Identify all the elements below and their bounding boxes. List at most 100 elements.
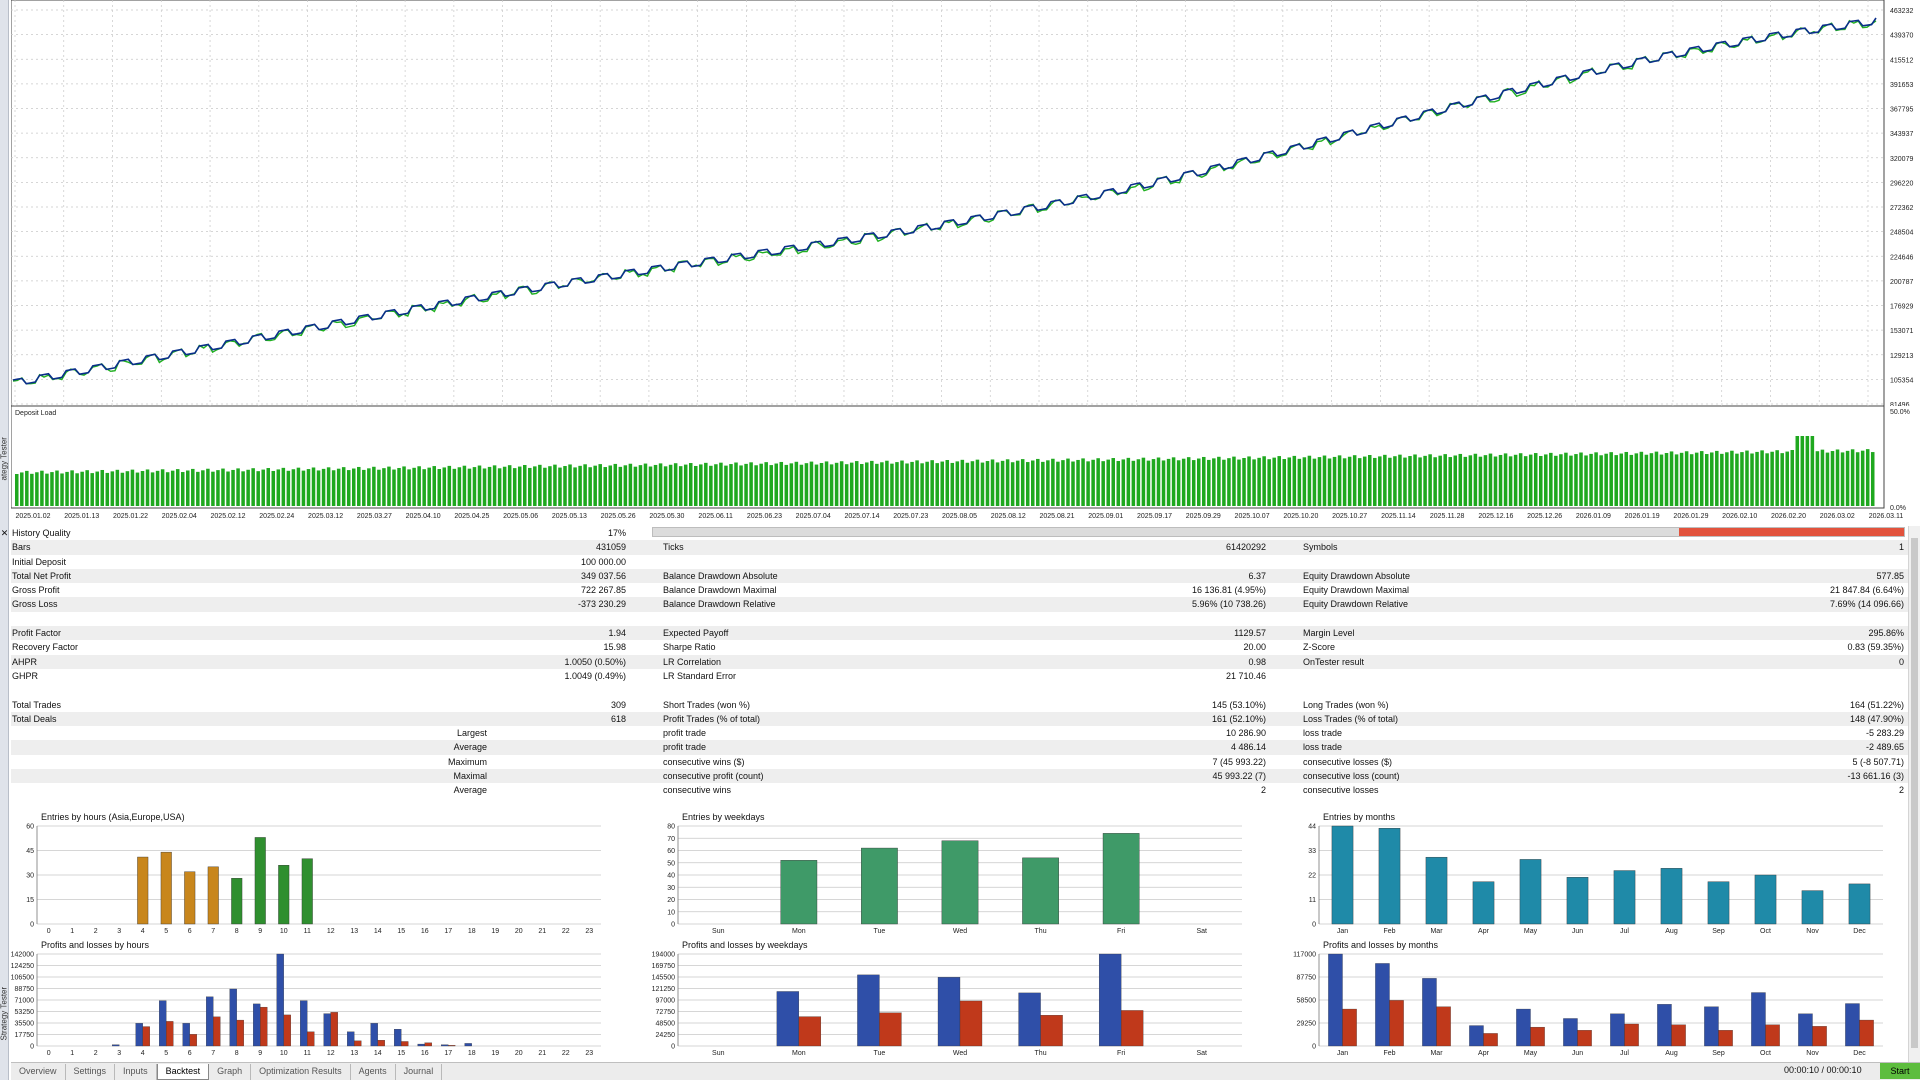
x-tick-label: 7 — [211, 928, 215, 935]
stat-label: Initial Deposit — [12, 556, 67, 567]
chart-title: Entries by hours (Asia,Europe,USA) — [41, 812, 185, 822]
deposit-load-bar — [372, 466, 376, 506]
x-tick-label: Dec — [1853, 1050, 1866, 1057]
x-date-label: 2025.05.13 — [552, 513, 587, 520]
stat-value: 164 (51.22%) — [1849, 699, 1904, 710]
stat-label: consecutive loss (count) — [1303, 771, 1400, 782]
stat-value: 21 847.84 (6.64%) — [1829, 585, 1904, 596]
y-tick-label: 15 — [26, 897, 34, 904]
x-tick-label: 12 — [327, 928, 335, 935]
deposit-load-bar — [1674, 454, 1679, 506]
tab-settings[interactable]: Settings — [66, 1063, 116, 1080]
deposit-load-bar — [1493, 456, 1498, 506]
x-tick-label: 4 — [141, 928, 145, 935]
profit-bar — [135, 1023, 143, 1047]
stat-value: 5 (-8 507.71) — [1852, 756, 1904, 767]
loss-bar — [354, 1040, 362, 1047]
deposit-load-bar — [814, 464, 819, 506]
deposit-load-bar — [1533, 453, 1538, 506]
close-icon[interactable]: ✕ — [0, 528, 9, 538]
loss-bar — [283, 1014, 291, 1047]
stat-row: Maximum consecutive wins ($) 7 (45 993.22)… — [11, 755, 1908, 769]
stat-value: 1129.57 — [1234, 628, 1266, 639]
y-tick-label: 145500 — [652, 975, 675, 982]
deposit-load-bar — [1805, 436, 1810, 506]
stat-value — [1125, 555, 1270, 569]
deposit-load-bar — [402, 466, 406, 506]
x-tick-label: 12 — [327, 1050, 335, 1057]
x-tick-label: 1 — [70, 1050, 74, 1057]
deposit-load-bar — [875, 463, 879, 506]
deposit-load-bar — [533, 466, 537, 506]
tab-journal[interactable]: Journal — [396, 1063, 443, 1080]
tab-overview[interactable]: Overview — [11, 1063, 66, 1080]
x-date-label: 2025.09.17 — [1137, 513, 1172, 520]
y-tick-label: 29250 — [1297, 1021, 1317, 1028]
y-tick-label: 296220 — [1890, 180, 1913, 187]
stat-value: 4 486.14 — [1230, 742, 1266, 753]
deposit-load-bar — [1800, 436, 1805, 506]
x-date-label: 2025.10.20 — [1283, 513, 1318, 520]
deposit-load-bar — [135, 472, 140, 506]
stat-label: Sharpe Ratio — [663, 642, 716, 653]
profit-bar — [1422, 978, 1437, 1047]
deposit-load-bar — [598, 464, 602, 506]
deposit-load-bar — [216, 470, 220, 506]
deposit-load-y-top: 50.0% — [1890, 409, 1910, 416]
profit-bar — [464, 1043, 472, 1047]
deposit-load-bar — [1111, 458, 1116, 506]
entry-bar — [1472, 881, 1495, 925]
deposit-load-bar — [1760, 450, 1764, 506]
deposit-load-bar — [1428, 454, 1432, 506]
deposit-load-bar — [799, 464, 804, 506]
tab-inputs[interactable]: Inputs — [115, 1063, 157, 1080]
profit-bar — [370, 1023, 378, 1047]
x-tick-label: Apr — [1478, 928, 1490, 935]
deposit-load-bar — [1523, 456, 1528, 506]
deposit-load-bar — [1720, 453, 1724, 506]
x-tick-label: 1 — [70, 928, 74, 935]
stat-row: Total Deals 618 Profit Trades (% of total)… — [11, 711, 1908, 727]
x-tick-label: Fri — [1117, 1050, 1126, 1057]
deposit-load-bar — [1820, 449, 1825, 506]
deposit-load-bar — [568, 464, 572, 506]
tab-optimization-results[interactable]: Optimization Results — [251, 1063, 351, 1080]
deposit-load-bar — [1423, 455, 1427, 506]
deposit-load-bar — [392, 469, 396, 506]
deposit-load-bar — [724, 465, 728, 506]
deposit-load-bar — [1020, 459, 1025, 506]
tab-agents[interactable]: Agents — [351, 1063, 396, 1080]
deposit-load-bar — [482, 468, 487, 506]
deposit-load-bar — [1644, 454, 1649, 506]
stat-value: -2 489.65 — [1865, 742, 1904, 753]
y-tick-label: 72750 — [656, 1009, 676, 1016]
deposit-load-bar — [990, 459, 995, 506]
loss-bar — [166, 1021, 174, 1047]
deposit-load-bar — [1574, 454, 1578, 506]
stat-row: Gross Profit 722 267.85 Balance Drawdown M… — [11, 583, 1908, 597]
deposit-load-bar — [1277, 456, 1281, 506]
x-date-label: 2025.06.11 — [698, 513, 733, 520]
deposit-load-bar — [40, 470, 44, 506]
deposit-load-bar — [1730, 450, 1734, 506]
x-date-label: 2025.03.27 — [357, 513, 392, 520]
x-date-label: 2026.01.29 — [1673, 513, 1708, 520]
x-tick-label: 7 — [211, 1050, 215, 1057]
deposit-load-bar — [256, 471, 260, 506]
deposit-load-bar — [311, 467, 316, 506]
loss-bar — [1812, 1026, 1827, 1047]
y-tick-label: 194000 — [652, 952, 675, 959]
start-button[interactable]: Start — [1880, 1063, 1920, 1079]
stat-label: Balance Drawdown Absolute — [663, 570, 778, 581]
deposit-load-bar — [291, 469, 296, 506]
stat-value: 15.98 — [603, 642, 626, 653]
stat-label: consecutive wins ($) — [663, 756, 745, 767]
vertical-scrollbar[interactable] — [1908, 526, 1920, 1062]
deposit-load-bar — [809, 461, 814, 506]
tab-graph[interactable]: Graph — [209, 1063, 252, 1080]
deposit-load-bar — [1121, 459, 1126, 506]
loss-bar — [213, 1016, 221, 1047]
scrollbar-thumb[interactable] — [1911, 538, 1918, 1048]
tab-backtest[interactable]: Backtest — [156, 1063, 210, 1080]
strategy-tester-sidebar[interactable]: ategy Tester Strategy Tester — [0, 0, 9, 1080]
